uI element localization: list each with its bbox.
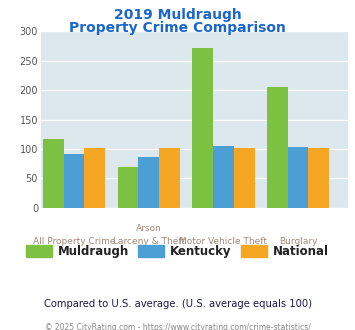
- Text: Motor Vehicle Theft: Motor Vehicle Theft: [179, 237, 267, 246]
- Text: Larceny & Theft: Larceny & Theft: [113, 237, 185, 246]
- Bar: [288, 147, 308, 208]
- Bar: [64, 154, 84, 208]
- Text: © 2025 CityRating.com - https://www.cityrating.com/crime-statistics/: © 2025 CityRating.com - https://www.city…: [45, 323, 310, 330]
- Bar: [138, 157, 159, 208]
- Bar: [267, 87, 288, 208]
- Text: 2019 Muldraugh: 2019 Muldraugh: [114, 8, 241, 22]
- Bar: [192, 48, 213, 208]
- Text: Compared to U.S. average. (U.S. average equals 100): Compared to U.S. average. (U.S. average …: [44, 299, 311, 309]
- Bar: [43, 139, 64, 208]
- Text: Burglary: Burglary: [279, 237, 317, 246]
- Text: Arson: Arson: [136, 224, 162, 233]
- Bar: [234, 148, 255, 208]
- Bar: [159, 148, 180, 208]
- Legend: Muldraugh, Kentucky, National: Muldraugh, Kentucky, National: [21, 241, 334, 263]
- Bar: [213, 146, 234, 208]
- Text: All Property Crime: All Property Crime: [33, 237, 115, 246]
- Text: Property Crime Comparison: Property Crime Comparison: [69, 21, 286, 35]
- Bar: [118, 167, 138, 208]
- Bar: [308, 148, 329, 208]
- Bar: [84, 148, 105, 208]
